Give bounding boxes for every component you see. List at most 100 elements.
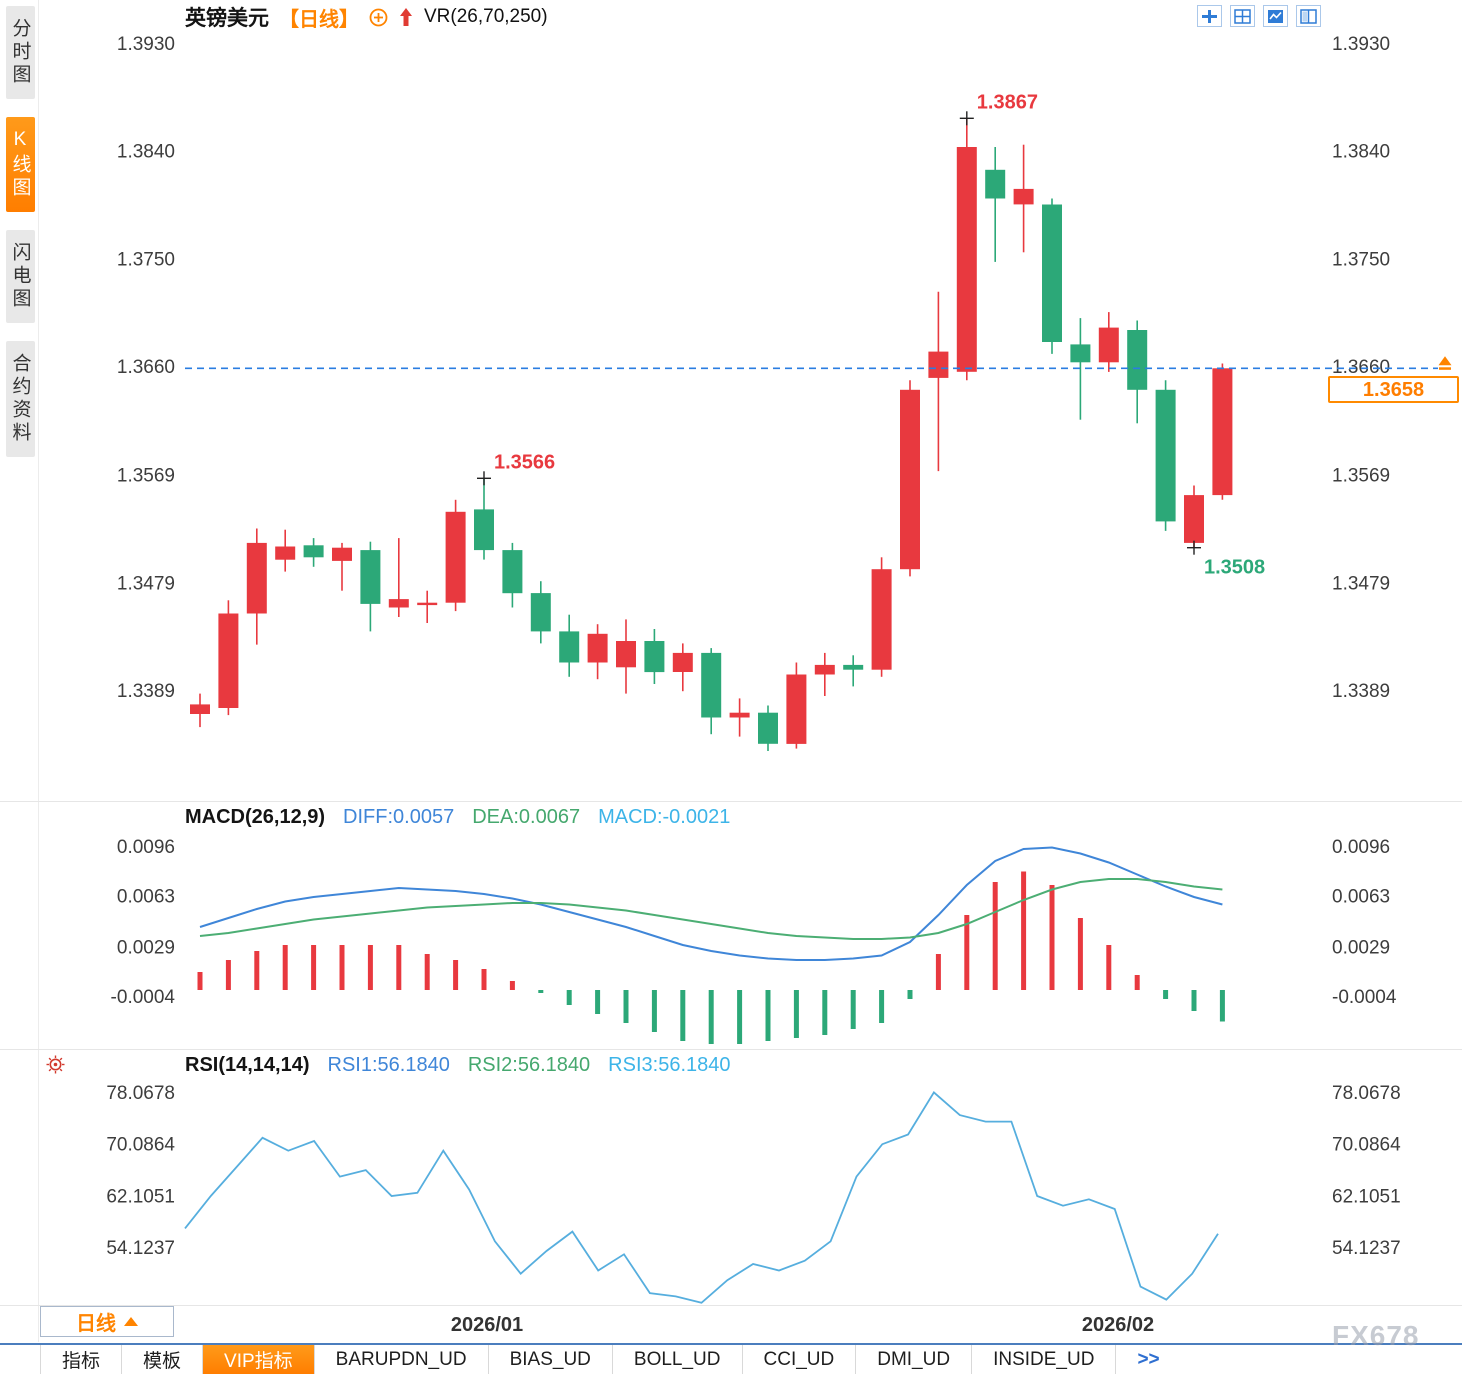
y-axis-tick: 0.0096 [1332, 837, 1390, 858]
y-axis-tick: 1.3389 [1332, 681, 1390, 702]
macd-histogram-bar [1021, 871, 1027, 990]
macd-histogram-bar [850, 990, 856, 1029]
rsi-panel-header: RSI(14,14,14) RSI1:56.1840 RSI2:56.1840 … [185, 1054, 731, 1077]
candle-body [644, 641, 665, 673]
y-axis-tick: 0.0096 [117, 837, 175, 858]
x-axis-label: 2026/01 [451, 1314, 523, 1336]
macd-histogram-bar [737, 990, 743, 1044]
kline-pane-icon[interactable] [1263, 5, 1288, 27]
last-price-marker-icon [1438, 356, 1452, 366]
macd-histogram-bar [509, 981, 515, 990]
y-axis-tick: 54.1237 [106, 1238, 175, 1259]
macd-histogram-bar [1219, 990, 1225, 1022]
candle-body [1127, 330, 1148, 390]
bottom-tab-inside-ud[interactable]: INSIDE_UD [972, 1345, 1117, 1374]
y-axis-tick: 62.1051 [106, 1186, 175, 1207]
macd-dea-line [199, 878, 1223, 940]
target-sun-glyph [46, 1055, 65, 1074]
panel-divider [0, 801, 1462, 802]
macd-histogram-bar [680, 990, 686, 1041]
rsi-title[interactable]: RSI(14,14,14) [185, 1054, 310, 1076]
candle-body [332, 547, 352, 561]
macd-histogram-bar [992, 882, 998, 990]
grid-pane-icon[interactable] [1230, 5, 1255, 27]
macd-title[interactable]: MACD(26,12,9) [185, 806, 326, 828]
bottom-tab-vip-indicators[interactable]: VIP指标 [203, 1345, 315, 1374]
candle-body [1098, 327, 1119, 363]
candle-body [1070, 344, 1091, 363]
bottom-tab-indicators[interactable]: 指标 [40, 1345, 123, 1374]
rsi3-value: RSI3:56.1840 [608, 1054, 731, 1076]
x-axis-label: 2026/02 [1082, 1314, 1154, 1336]
layout-toolbar [1197, 5, 1321, 27]
macd-histogram-bar [481, 969, 487, 990]
candle-body [246, 542, 267, 614]
circle-plus-glyph [369, 8, 388, 26]
vr-indicator-label[interactable]: VR(26,70,250) [424, 6, 548, 27]
macd-histogram-bar [1106, 945, 1112, 990]
price-annotation-label: 1.3566 [494, 451, 555, 473]
candle-body [1212, 368, 1233, 496]
candle-body [814, 664, 835, 675]
sidebar-tab-kline-chart[interactable]: K线图 [5, 117, 35, 212]
y-axis-tick: 1.3479 [117, 573, 175, 594]
rsi-settings-icon[interactable] [44, 1053, 67, 1081]
y-axis-tick: 0.0063 [1332, 887, 1390, 908]
y-axis-tick: 54.1237 [1332, 1238, 1401, 1259]
buy-signal-arrow-icon [398, 7, 414, 27]
y-axis-tick: 0.0029 [117, 938, 175, 959]
last-price-marker-base [1439, 367, 1451, 370]
macd-histogram-bar [765, 990, 771, 1041]
macd-histogram-bar [197, 972, 203, 990]
macd-histogram-bar [822, 990, 828, 1035]
rsi1-value: RSI1:56.1840 [327, 1054, 450, 1076]
macd-histogram-bar [1163, 990, 1169, 999]
sidebar-tab-flash-chart[interactable]: 闪电图 [5, 230, 35, 323]
quad-split-icon[interactable] [1197, 5, 1222, 27]
left-sidebar: 分时图 K线图闪电图合约资料 [2, 6, 38, 457]
candle-body [1013, 188, 1034, 205]
candle-body [871, 569, 892, 670]
candle-body [985, 169, 1006, 199]
add-indicator-icon[interactable] [369, 8, 388, 27]
bottom-tab-barupdn-ud[interactable]: BARUPDN_UD [315, 1345, 489, 1374]
bottom-tab-more[interactable]: >> [1137, 1348, 1160, 1370]
y-axis-tick: 78.0678 [1332, 1083, 1401, 1104]
macd-histogram-bar [623, 990, 629, 1023]
panel-divider [0, 1049, 1462, 1050]
candle-body [388, 599, 409, 608]
sidebar-tab-contract-info[interactable]: 合约资料 [5, 341, 35, 457]
bottom-tab-templates[interactable]: 模板 [122, 1345, 204, 1374]
candle-body [900, 389, 920, 570]
sidebar-tab-time-chart[interactable]: 分时图 [5, 6, 35, 99]
candle-body [1184, 495, 1204, 543]
triangle-up-icon [124, 1317, 138, 1326]
candle-body [303, 545, 324, 558]
split-pane-icon[interactable] [1296, 5, 1321, 27]
macd-histogram-bar [396, 945, 402, 990]
macd-histogram-bar [339, 945, 345, 990]
bottom-tab-bar: 指标 模板 VIP指标 BARUPDN_UD BIAS_UD BOLL_UD CCI_UD D… [0, 1343, 1462, 1374]
bottom-tab-cci-ud[interactable]: CCI_UD [743, 1345, 857, 1374]
candle-body [530, 593, 551, 632]
y-axis-tick: 1.3389 [117, 681, 175, 702]
macd-histogram-bar [424, 954, 430, 990]
current-price-tag: 1.3658 [1328, 376, 1459, 403]
y-axis-tick: -0.0004 [1332, 987, 1397, 1008]
macd-histogram-bar [1077, 918, 1083, 990]
y-axis-tick: 1.3660 [117, 357, 175, 378]
bottom-tab-bias-ud[interactable]: BIAS_UD [489, 1345, 613, 1374]
macd-panel-header: MACD(26,12,9) DIFF:0.0057 DEA:0.0067 MAC… [185, 806, 730, 829]
bottom-tab-boll-ud[interactable]: BOLL_UD [613, 1345, 743, 1374]
y-axis-tick: 0.0029 [1332, 938, 1390, 959]
period-selector-button[interactable]: 日线 [40, 1306, 174, 1337]
candle-body [218, 613, 239, 708]
rsi2-value: RSI2:56.1840 [467, 1054, 591, 1076]
panel-divider [0, 1305, 1462, 1306]
bottom-tab-dmi-ud[interactable]: DMI_UD [856, 1345, 973, 1374]
y-axis-tick: 1.3840 [117, 142, 175, 163]
sidebar-divider [38, 0, 39, 1342]
period-tag[interactable]: 【日线】 [279, 8, 359, 31]
